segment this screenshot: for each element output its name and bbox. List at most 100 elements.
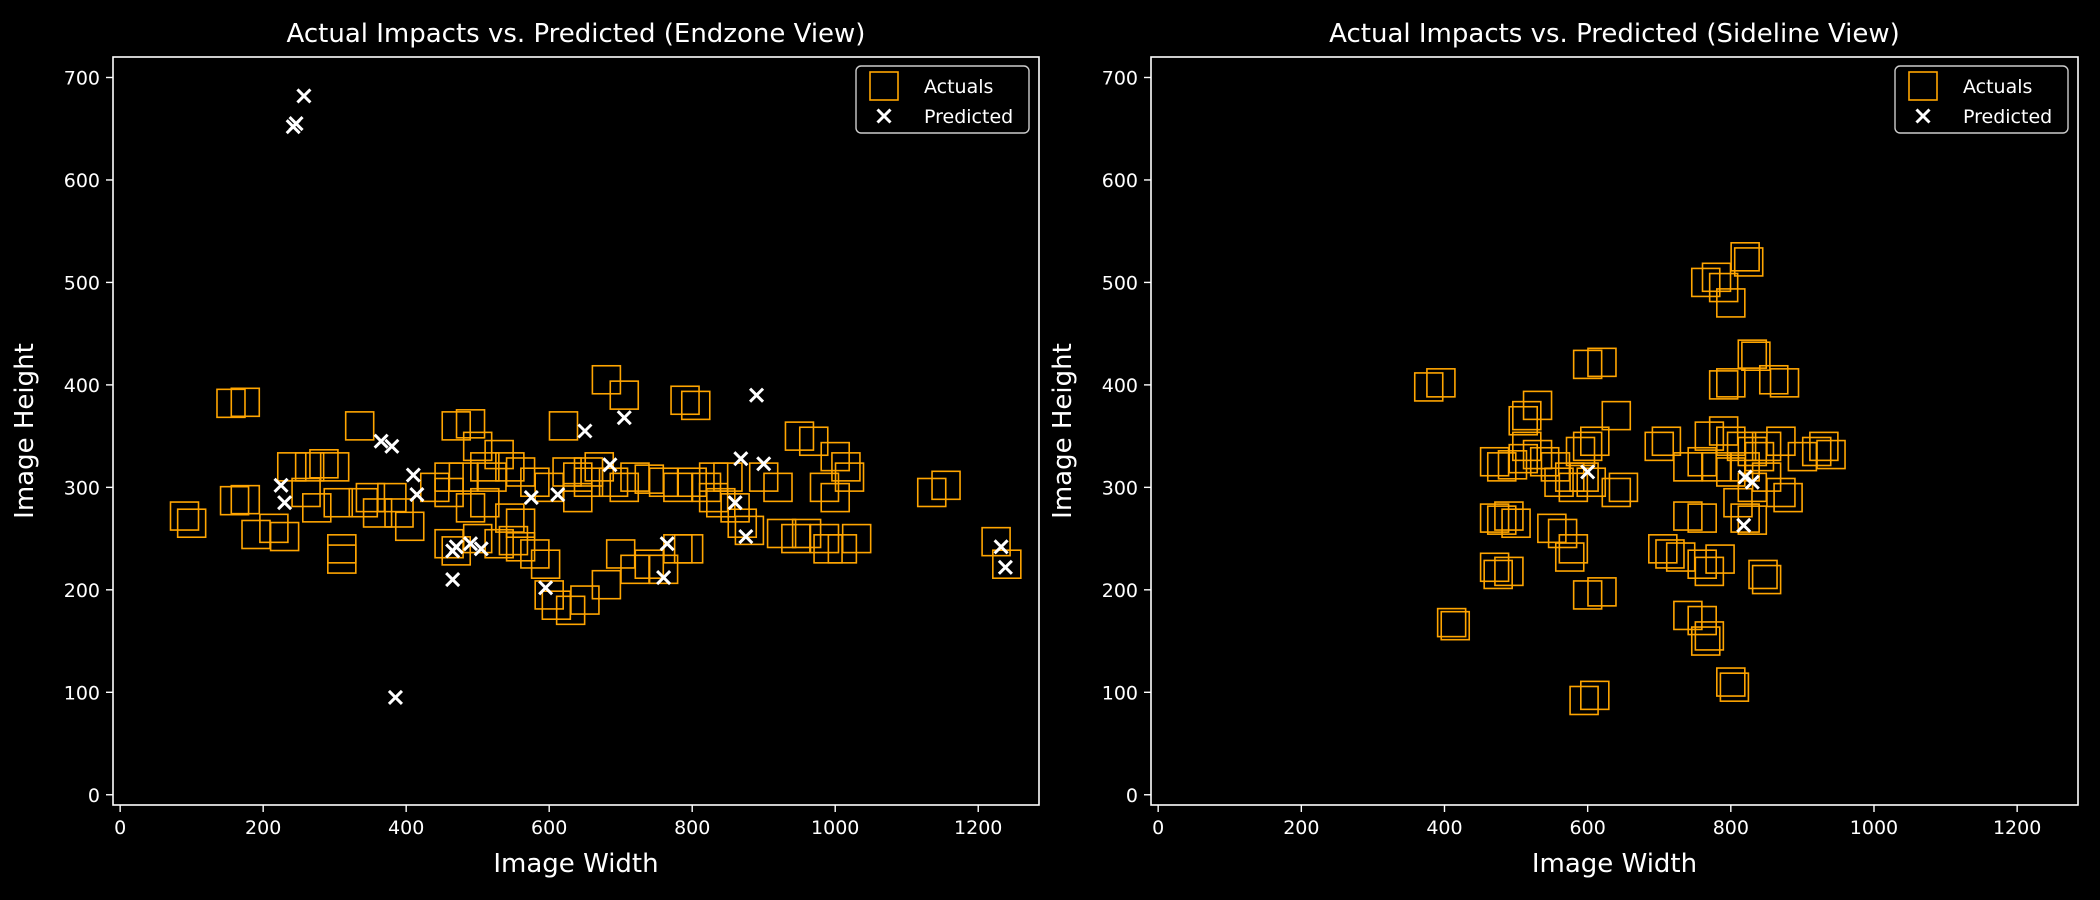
y-tick-label: 0	[88, 785, 100, 807]
actual-point	[1730, 242, 1760, 272]
predicted-point	[997, 559, 1013, 575]
legend-label: Predicted	[1963, 106, 2052, 128]
y-tick-label: 700	[1102, 67, 1138, 89]
legend-label: Actuals	[1963, 76, 2032, 98]
predicted-point	[277, 495, 293, 511]
actual-point	[1494, 501, 1524, 531]
actual-point	[673, 534, 704, 564]
actual-point	[441, 536, 472, 566]
actual-point	[1580, 680, 1610, 711]
actual-point	[1694, 621, 1725, 651]
actual-point	[981, 526, 1011, 557]
actual-point	[734, 515, 765, 546]
actual-point	[680, 390, 711, 421]
actual-point	[1512, 400, 1542, 431]
actual-point	[1708, 416, 1739, 446]
actual-point	[1501, 508, 1531, 539]
legend-marker-predicted	[1915, 108, 1931, 124]
legend-label: Predicted	[924, 106, 1013, 128]
predicted-point	[445, 572, 461, 588]
actual-point	[609, 472, 640, 503]
actual-point	[1558, 472, 1589, 503]
actual-point	[176, 508, 207, 539]
actual-point	[1512, 431, 1542, 462]
actual-point	[534, 580, 564, 610]
actual-point	[562, 482, 593, 513]
actual-point	[992, 549, 1022, 580]
actual-point	[1587, 347, 1617, 378]
predicted-point	[296, 88, 312, 104]
actual-point	[1751, 564, 1782, 595]
actual-point	[1694, 556, 1725, 587]
predicted-point	[616, 410, 632, 426]
actual-point	[269, 521, 300, 552]
actual-point	[831, 452, 861, 482]
y-tick-label: 200	[64, 580, 100, 602]
x-tick-label: 1200	[954, 817, 1002, 839]
actual-point	[1708, 370, 1739, 400]
x-axis-label: Image Width	[493, 849, 658, 879]
x-tick-label: 1000	[1850, 817, 1898, 839]
predicted-point	[738, 528, 754, 545]
predicted-point	[577, 423, 593, 439]
x-tick-label: 800	[674, 817, 710, 839]
actual-point	[1748, 559, 1778, 590]
predicted-point	[602, 457, 618, 473]
actual-point	[1601, 477, 1632, 508]
actual-point	[291, 477, 321, 508]
actual-point	[1701, 262, 1732, 293]
actual-point	[1440, 610, 1471, 641]
y-tick-label: 600	[64, 170, 100, 192]
predicted-point	[523, 490, 539, 506]
actual-point	[727, 508, 758, 539]
predicted-series	[1580, 464, 1760, 533]
actual-point	[1554, 542, 1585, 572]
actual-point	[495, 452, 525, 482]
actual-point	[591, 569, 622, 600]
actual-point	[344, 411, 375, 441]
actual-point	[1644, 431, 1675, 462]
legend-box	[1894, 65, 2069, 134]
legend-marker-actuals	[1908, 71, 1938, 101]
actual-point	[1569, 685, 1599, 716]
actual-point	[591, 364, 622, 395]
predicted-point	[756, 456, 772, 472]
actual-point	[573, 467, 604, 498]
actuals-series	[1413, 242, 1846, 716]
actual-point	[169, 501, 200, 531]
y-axis-label: Image Height	[10, 343, 40, 519]
x-tick-label: 1000	[811, 817, 859, 839]
actual-point	[219, 485, 250, 516]
predicted-point	[373, 433, 389, 449]
actual-point	[1733, 247, 1764, 277]
actual-point	[1690, 267, 1721, 298]
actual-point	[455, 409, 486, 439]
actual-point	[1651, 426, 1682, 457]
x-tick-label: 600	[531, 817, 567, 839]
y-tick-label: 400	[64, 375, 100, 397]
predicted-point	[550, 486, 566, 503]
legend-marker-actuals	[869, 71, 899, 101]
actual-point	[609, 380, 640, 410]
x-tick-label: 0	[1152, 817, 1164, 839]
chart-endzone-view: Actual Impacts vs. Predicted (Endzone Vi…	[10, 19, 1040, 879]
actual-point	[798, 426, 829, 457]
actual-point	[1522, 390, 1553, 421]
legend-marker-predicted	[876, 108, 892, 124]
x-tick-label: 200	[1283, 817, 1319, 839]
actual-point	[1558, 534, 1589, 564]
actual-point	[230, 387, 261, 418]
actual-point	[713, 462, 743, 492]
predicted-point	[748, 387, 765, 403]
x-axis-label: Image Width	[1532, 849, 1697, 879]
predicted-point	[1580, 464, 1596, 480]
actual-point	[1572, 431, 1603, 462]
predicted-point	[993, 539, 1009, 555]
actual-point	[1726, 431, 1757, 462]
predicted-point	[405, 467, 421, 483]
actuals-series	[169, 364, 1022, 626]
actual-point	[1413, 372, 1444, 402]
predicted-point	[387, 689, 404, 705]
actual-point	[1723, 487, 1753, 518]
y-tick-label: 200	[1102, 580, 1138, 602]
